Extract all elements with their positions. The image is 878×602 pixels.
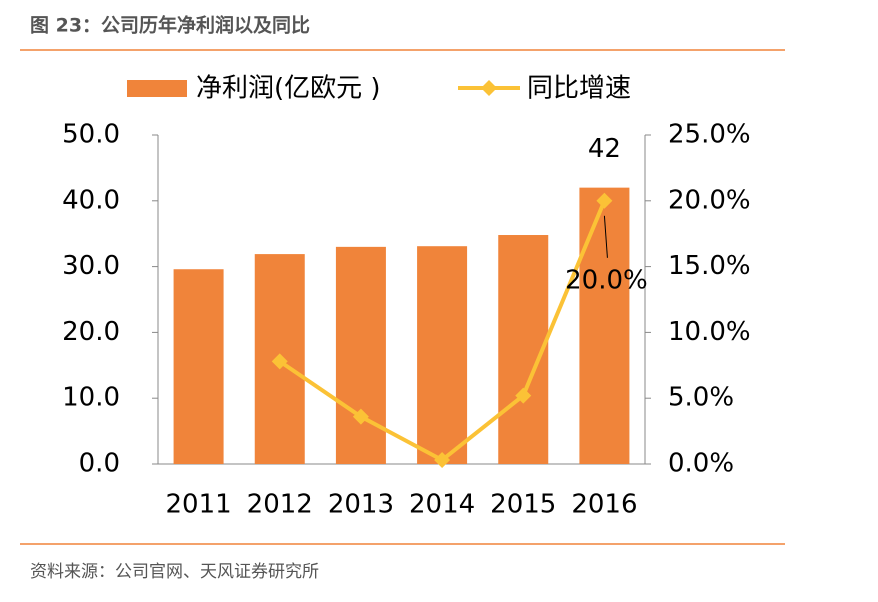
source-note: 资料来源：公司官网、天风证券研究所 [30,562,319,582]
bar [498,235,549,464]
x-tick-label: 2016 [571,490,637,520]
point [352,408,369,425]
y-tick-label: 50.0 [62,120,120,150]
y-tick-label: 10.0 [62,383,120,413]
point [434,452,451,469]
legend-swatch [127,80,187,97]
bar [335,246,386,464]
legend-marker [481,80,497,96]
point [596,192,613,209]
data-label: 20.0% [565,265,648,295]
x-tick-label: 2012 [247,490,313,520]
y-tick-label: 20.0 [62,317,120,347]
x-tick-label: 2013 [328,490,394,520]
y2-tick-label: 10.0% [668,317,751,347]
chart-title: 图 23：公司历年净利润以及同比 [30,14,310,37]
point [271,353,288,370]
x-tick-label: 2014 [409,490,475,520]
legend-label: 净利润(亿欧元 ) [196,74,381,104]
point [515,387,532,404]
bar [579,187,630,464]
bar [173,269,224,464]
y-tick-label: 30.0 [62,251,120,281]
data-label: 42 [588,134,621,164]
y-tick-label: 0.0 [79,449,120,479]
leader-line [603,215,608,258]
bar [417,246,468,464]
x-tick-label: 2011 [165,490,231,520]
y2-tick-label: 5.0% [668,383,734,413]
y2-tick-label: 20.0% [668,185,751,215]
y2-tick-label: 0.0% [668,449,734,479]
y2-tick-label: 25.0% [668,120,751,150]
x-tick-label: 2015 [490,490,556,520]
y-tick-label: 40.0 [62,185,120,215]
legend-label: 同比增速 [527,74,631,104]
y2-tick-label: 15.0% [668,251,751,281]
